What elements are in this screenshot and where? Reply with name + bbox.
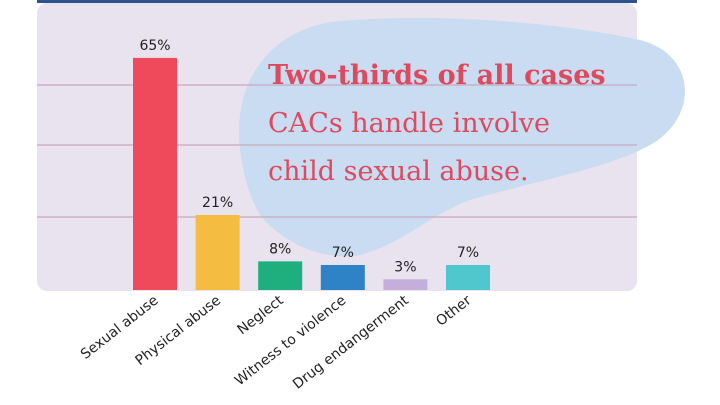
value-label: 3% [394, 259, 416, 275]
category-label: Neglect [235, 292, 288, 338]
value-label: 7% [457, 245, 479, 261]
value-label: 8% [269, 241, 291, 257]
bar [195, 215, 240, 290]
annotation-text: Two-thirds of all cases CACs handle invo… [268, 60, 606, 187]
value-label: 7% [332, 245, 354, 261]
bar [320, 265, 365, 290]
annotation-line-3: child sexual abuse. [268, 156, 529, 187]
bar [383, 279, 428, 290]
category-label: Witness to violence [232, 293, 349, 390]
panel-top-border [37, 0, 637, 3]
bar [446, 265, 490, 290]
bars [133, 57, 490, 291]
chart-background [37, 3, 685, 291]
category-label: Drug endangerment [290, 292, 412, 392]
annotation-line-1: Two-thirds of all cases [268, 60, 606, 91]
value-label: 21% [202, 195, 233, 211]
value-labels: 65% 21% 8% 7% 3% 7% [139, 38, 479, 275]
bar [133, 57, 177, 291]
callout-blob [239, 18, 685, 257]
value-label: 65% [139, 38, 170, 54]
bar [258, 261, 303, 290]
annotation-line-2: CACs handle involve [268, 108, 550, 139]
category-label: Other [433, 292, 474, 329]
